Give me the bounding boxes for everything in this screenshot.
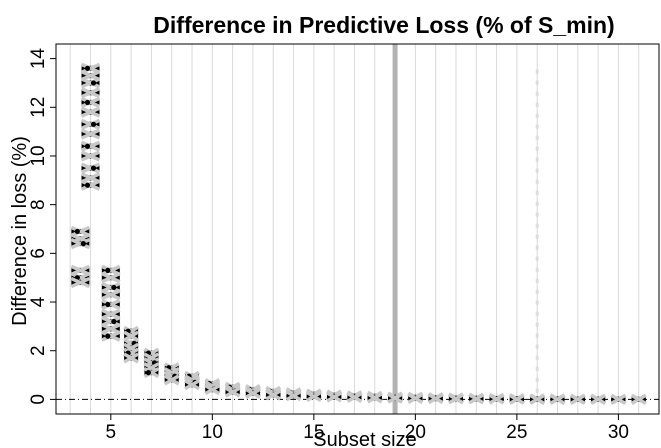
data-point-dot <box>111 318 117 325</box>
data-point-cross <box>80 172 101 184</box>
data-point-dot <box>74 228 80 235</box>
data-point-cross <box>80 140 101 152</box>
data-point-cross <box>80 87 101 99</box>
data-point-cross <box>509 393 525 405</box>
data-point-cross <box>468 393 485 405</box>
y-tick-label: 6 <box>28 248 49 259</box>
data-point-cross <box>549 393 566 405</box>
data-point-dot <box>145 370 152 376</box>
data-point-cross <box>101 315 121 328</box>
data-point-cross <box>101 323 121 335</box>
x-axis-label: Subset size <box>313 429 416 448</box>
data-point-cross <box>427 393 444 405</box>
data-point-cross <box>70 238 91 250</box>
data-point-cross <box>70 225 91 238</box>
data-point-cross <box>610 393 627 405</box>
data-point-cross <box>184 379 200 391</box>
y-tick-label: 14 <box>28 48 49 70</box>
data-point-cross <box>101 264 121 276</box>
data-point-cross <box>346 391 363 403</box>
x-tick-label: 30 <box>608 422 629 443</box>
data-point-dot <box>80 241 86 247</box>
data-point-dot <box>111 284 117 291</box>
x-tick-label: 25 <box>506 422 527 443</box>
data-point-cross <box>448 393 464 405</box>
y-tick-label: 0 <box>28 394 49 405</box>
data-point-cross <box>366 392 383 404</box>
y-tick-label: 12 <box>28 97 49 118</box>
x-tick-label: 20 <box>405 422 426 443</box>
x-tick-label: 15 <box>303 422 324 443</box>
data-point-dot <box>105 301 111 308</box>
data-point-cross <box>80 162 101 174</box>
data-point-cross <box>143 367 160 379</box>
data-point-cross <box>224 386 241 398</box>
data-point-dot <box>90 80 97 86</box>
data-point-cross <box>101 298 121 311</box>
data-point-cross <box>80 179 101 191</box>
data-point-dot <box>84 143 91 149</box>
data-point-cross <box>305 390 322 402</box>
x-tick-label: 5 <box>106 422 117 443</box>
data-point-dot <box>84 99 91 106</box>
data-point-cross <box>326 391 343 403</box>
data-point-cross <box>80 96 101 109</box>
data-point-dot <box>84 182 91 188</box>
data-point-cross <box>80 106 101 118</box>
data-point-cross <box>80 62 101 74</box>
data-point-dot <box>90 121 97 127</box>
data-point-cross <box>123 352 139 364</box>
data-points <box>70 62 647 405</box>
data-point-cross <box>163 374 180 386</box>
plot-area: 5 10 15 20 25 30 0 2 4 6 8 10 12 14 <box>28 43 660 443</box>
data-point-dot <box>105 333 111 339</box>
y-tick-label: 8 <box>28 199 49 210</box>
data-point-cross <box>529 393 546 405</box>
data-point-cross <box>285 390 302 402</box>
data-point-cross <box>101 272 121 284</box>
y-tick-label: 10 <box>28 145 49 166</box>
data-point-cross <box>80 77 101 89</box>
data-point-cross <box>101 281 121 294</box>
data-point-cross <box>265 389 282 401</box>
data-point-cross <box>70 276 91 289</box>
data-point-cross <box>407 392 424 404</box>
data-point-cross <box>590 393 606 405</box>
y-axis-label: Difference in loss (%) <box>9 136 31 326</box>
data-point-cross <box>488 393 505 405</box>
data-point-cross <box>245 387 261 399</box>
data-point-cross <box>80 128 101 140</box>
data-point-cross <box>387 392 403 404</box>
data-point-dot <box>90 165 97 171</box>
x-tick-label: 10 <box>202 422 223 443</box>
y-tick-label: 2 <box>28 345 49 356</box>
y-tick-label: 4 <box>28 296 49 307</box>
plot-frame <box>55 43 660 415</box>
data-point-cross <box>80 118 101 130</box>
data-point-cross <box>569 393 586 405</box>
data-point-cross <box>101 308 121 320</box>
chart-title: Difference in Predictive Loss (% of S_mi… <box>153 12 614 38</box>
data-point-cross <box>80 150 101 162</box>
data-point-cross <box>101 330 121 342</box>
data-point-cross <box>70 264 91 276</box>
data-point-cross <box>630 393 647 405</box>
data-point-cross <box>80 70 101 82</box>
data-point-dot <box>84 65 91 71</box>
data-point-dot <box>105 267 111 273</box>
data-point-cross <box>204 384 221 396</box>
data-point-cross <box>101 289 121 301</box>
